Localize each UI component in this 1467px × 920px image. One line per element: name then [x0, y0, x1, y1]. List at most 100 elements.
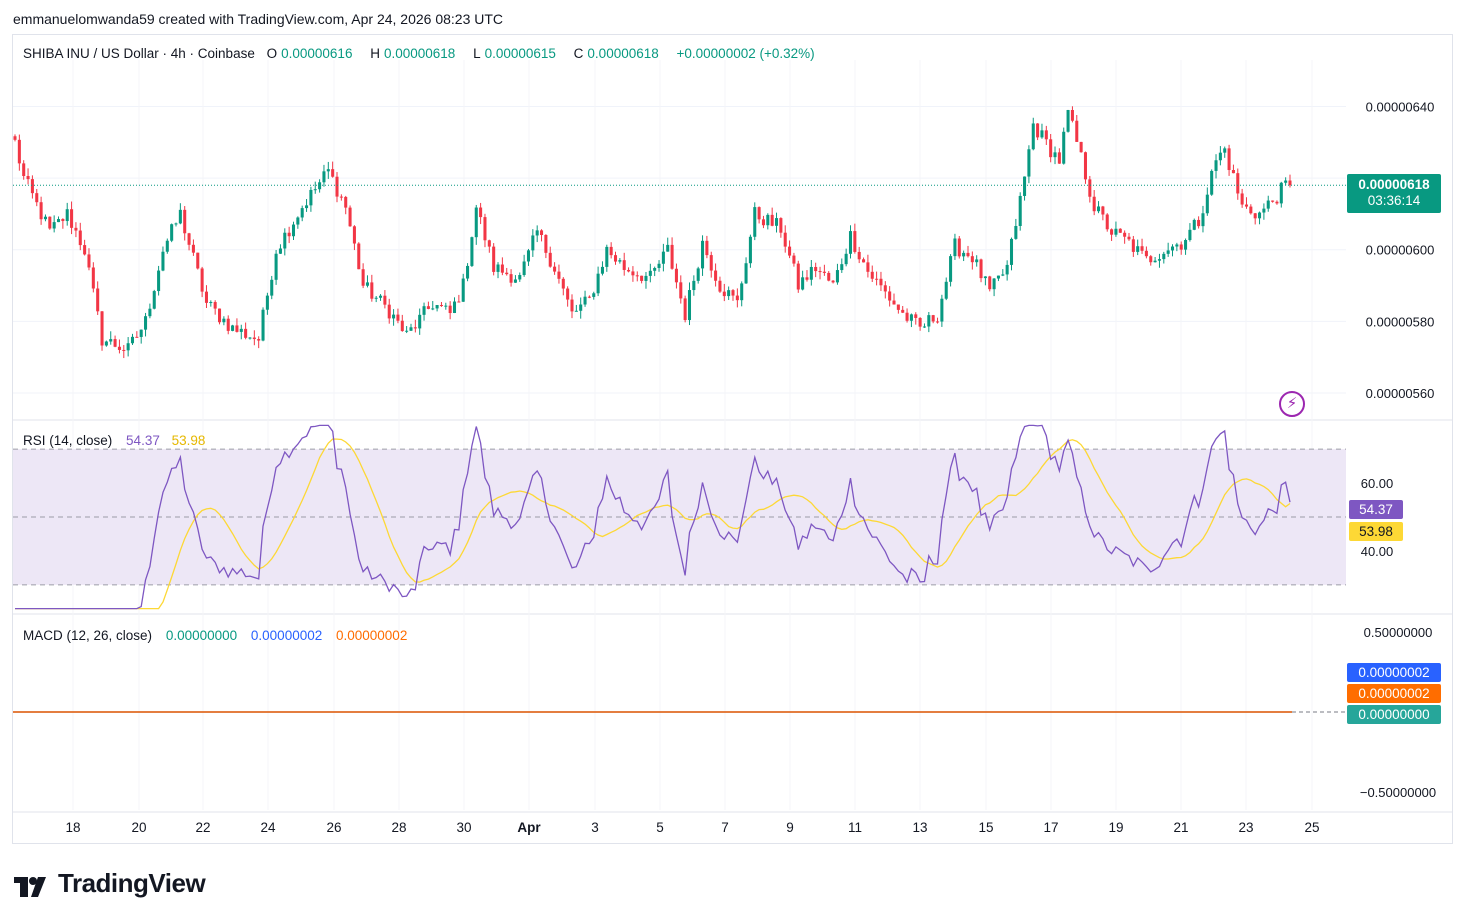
candle-body — [1179, 244, 1183, 250]
candle-body — [492, 246, 496, 272]
candle-body — [352, 226, 356, 244]
candle-body — [1197, 219, 1201, 227]
rsi-tick-label: 60.00 — [1361, 476, 1394, 491]
candle-body — [1092, 196, 1096, 212]
candle-body — [1240, 193, 1244, 205]
candle-body — [439, 305, 443, 307]
candle-body — [783, 232, 787, 247]
candle-body — [348, 207, 352, 227]
candle-body — [653, 267, 657, 271]
candle-body — [1244, 204, 1249, 207]
candle-body — [1014, 225, 1018, 239]
lightning-icon[interactable]: ⚡ — [1279, 391, 1305, 417]
candle-body — [1236, 173, 1240, 194]
candle-body — [587, 296, 591, 298]
candle-body — [426, 306, 430, 309]
candle-body — [526, 250, 531, 262]
candle-body — [65, 209, 69, 222]
macd-tick-label: −0.50000000 — [1360, 785, 1436, 800]
time-tick-label: 15 — [978, 820, 993, 835]
candle-body — [78, 230, 82, 246]
candle-body — [979, 259, 983, 279]
candle-body — [1262, 208, 1266, 213]
candle-body — [1127, 236, 1131, 240]
candle-body — [618, 260, 622, 262]
candle-body — [940, 298, 944, 322]
candle-body — [448, 305, 452, 314]
candle-body — [496, 264, 500, 272]
candle-body — [231, 325, 235, 331]
candle-body — [579, 304, 583, 311]
time-tick-label: 3 — [591, 820, 599, 835]
candle-body — [43, 216, 47, 220]
candle-body — [1258, 212, 1262, 219]
candle-body — [144, 316, 148, 330]
candle-body — [970, 256, 974, 263]
candle-body — [927, 315, 931, 327]
candle-body — [888, 291, 892, 301]
candle-body — [252, 337, 256, 340]
tradingview-logo[interactable]: TradingView — [14, 868, 206, 899]
candle-body — [1192, 219, 1196, 230]
candle-body — [918, 317, 922, 327]
candle-body — [744, 263, 748, 284]
candle-body — [1144, 250, 1148, 257]
time-tick-label: 9 — [786, 820, 794, 835]
candle-body — [204, 291, 208, 303]
candle-body — [696, 268, 700, 281]
candle-body — [840, 264, 844, 271]
candle-body — [844, 253, 848, 265]
candle-body — [909, 314, 913, 321]
candle-body — [1231, 170, 1235, 174]
macd-line-value: 0.00000002 — [250, 628, 323, 643]
candle-body — [1153, 260, 1157, 263]
candle-body — [174, 223, 178, 225]
candle-body — [1136, 246, 1140, 252]
candle-body — [213, 302, 217, 309]
macd-legend: MACD (12, 26, close) 0.00000000 0.000000… — [23, 628, 411, 643]
candle-body — [809, 266, 813, 280]
candle-body — [988, 276, 992, 290]
candle-body — [657, 263, 661, 268]
candle-body — [1184, 240, 1188, 250]
candle-body — [701, 240, 705, 269]
candle-body — [1157, 259, 1161, 261]
candle-body — [1201, 213, 1205, 227]
candle-body — [1279, 182, 1283, 204]
close-value: C 0.00000618 — [573, 46, 659, 61]
candle-body — [540, 230, 544, 235]
candle-body — [631, 271, 635, 276]
current-price-badge: 0.00000618 03:36:14 — [1347, 174, 1441, 213]
candle-body — [792, 255, 796, 264]
candle-body — [83, 245, 87, 255]
candle-body — [374, 297, 378, 299]
candle-body — [1114, 228, 1118, 235]
candle-body — [291, 224, 296, 237]
candle-body — [1214, 160, 1218, 171]
candle-body — [470, 237, 474, 266]
candle-body — [39, 202, 43, 220]
candle-body — [857, 251, 861, 260]
candle-body — [483, 217, 487, 241]
candle-body — [148, 308, 152, 317]
candle-body — [683, 298, 687, 321]
candle-body — [152, 291, 156, 309]
candle-body — [1097, 206, 1101, 212]
rsi-line — [15, 424, 1291, 610]
candle-body — [52, 222, 56, 229]
high-value: H 0.00000618 — [370, 46, 456, 61]
candle-body — [479, 207, 483, 218]
candle-body — [261, 309, 265, 341]
candle-body — [627, 269, 631, 272]
candle-body — [257, 339, 261, 341]
rsi-ma-badge: 53.98 — [1349, 522, 1403, 541]
price-tick-label: 0.00000600 — [1366, 243, 1435, 258]
candle-body — [1005, 264, 1009, 275]
candle-body — [1070, 110, 1074, 121]
candle-body — [561, 278, 565, 289]
candle-body — [239, 328, 243, 332]
candle-body — [270, 279, 274, 296]
rsi-tick-label: 40.00 — [1361, 544, 1394, 559]
candle-body — [422, 306, 426, 315]
